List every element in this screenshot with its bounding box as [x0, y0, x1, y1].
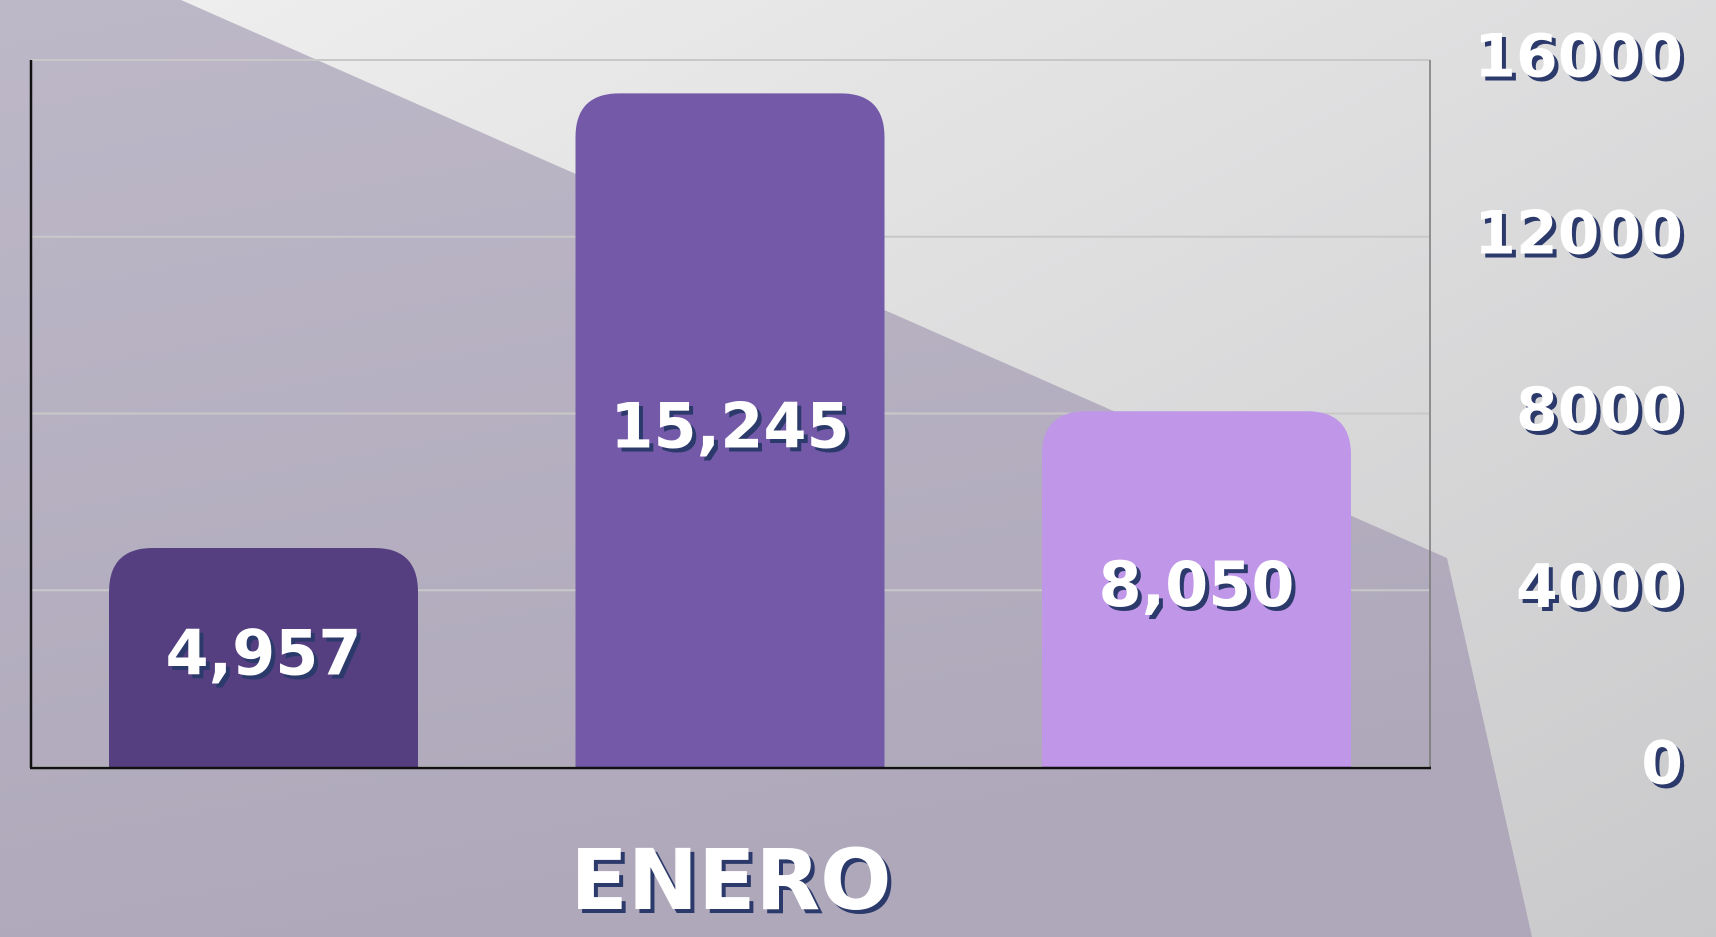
y-tick-label: 0	[1641, 729, 1683, 799]
y-tick-label: 4000	[1516, 552, 1683, 622]
data-label: 8,050	[1098, 548, 1294, 621]
bar	[575, 93, 885, 767]
data-label: 4,957	[165, 617, 361, 690]
data-label: 15,245	[610, 389, 849, 462]
x-axis-label: ENERO	[570, 831, 891, 929]
bar	[109, 547, 418, 767]
bar	[1042, 411, 1351, 767]
y-tick-label: 8000	[1516, 375, 1683, 445]
y-tick-label: 16000	[1474, 22, 1683, 92]
y-tick-label: 12000	[1474, 198, 1683, 268]
